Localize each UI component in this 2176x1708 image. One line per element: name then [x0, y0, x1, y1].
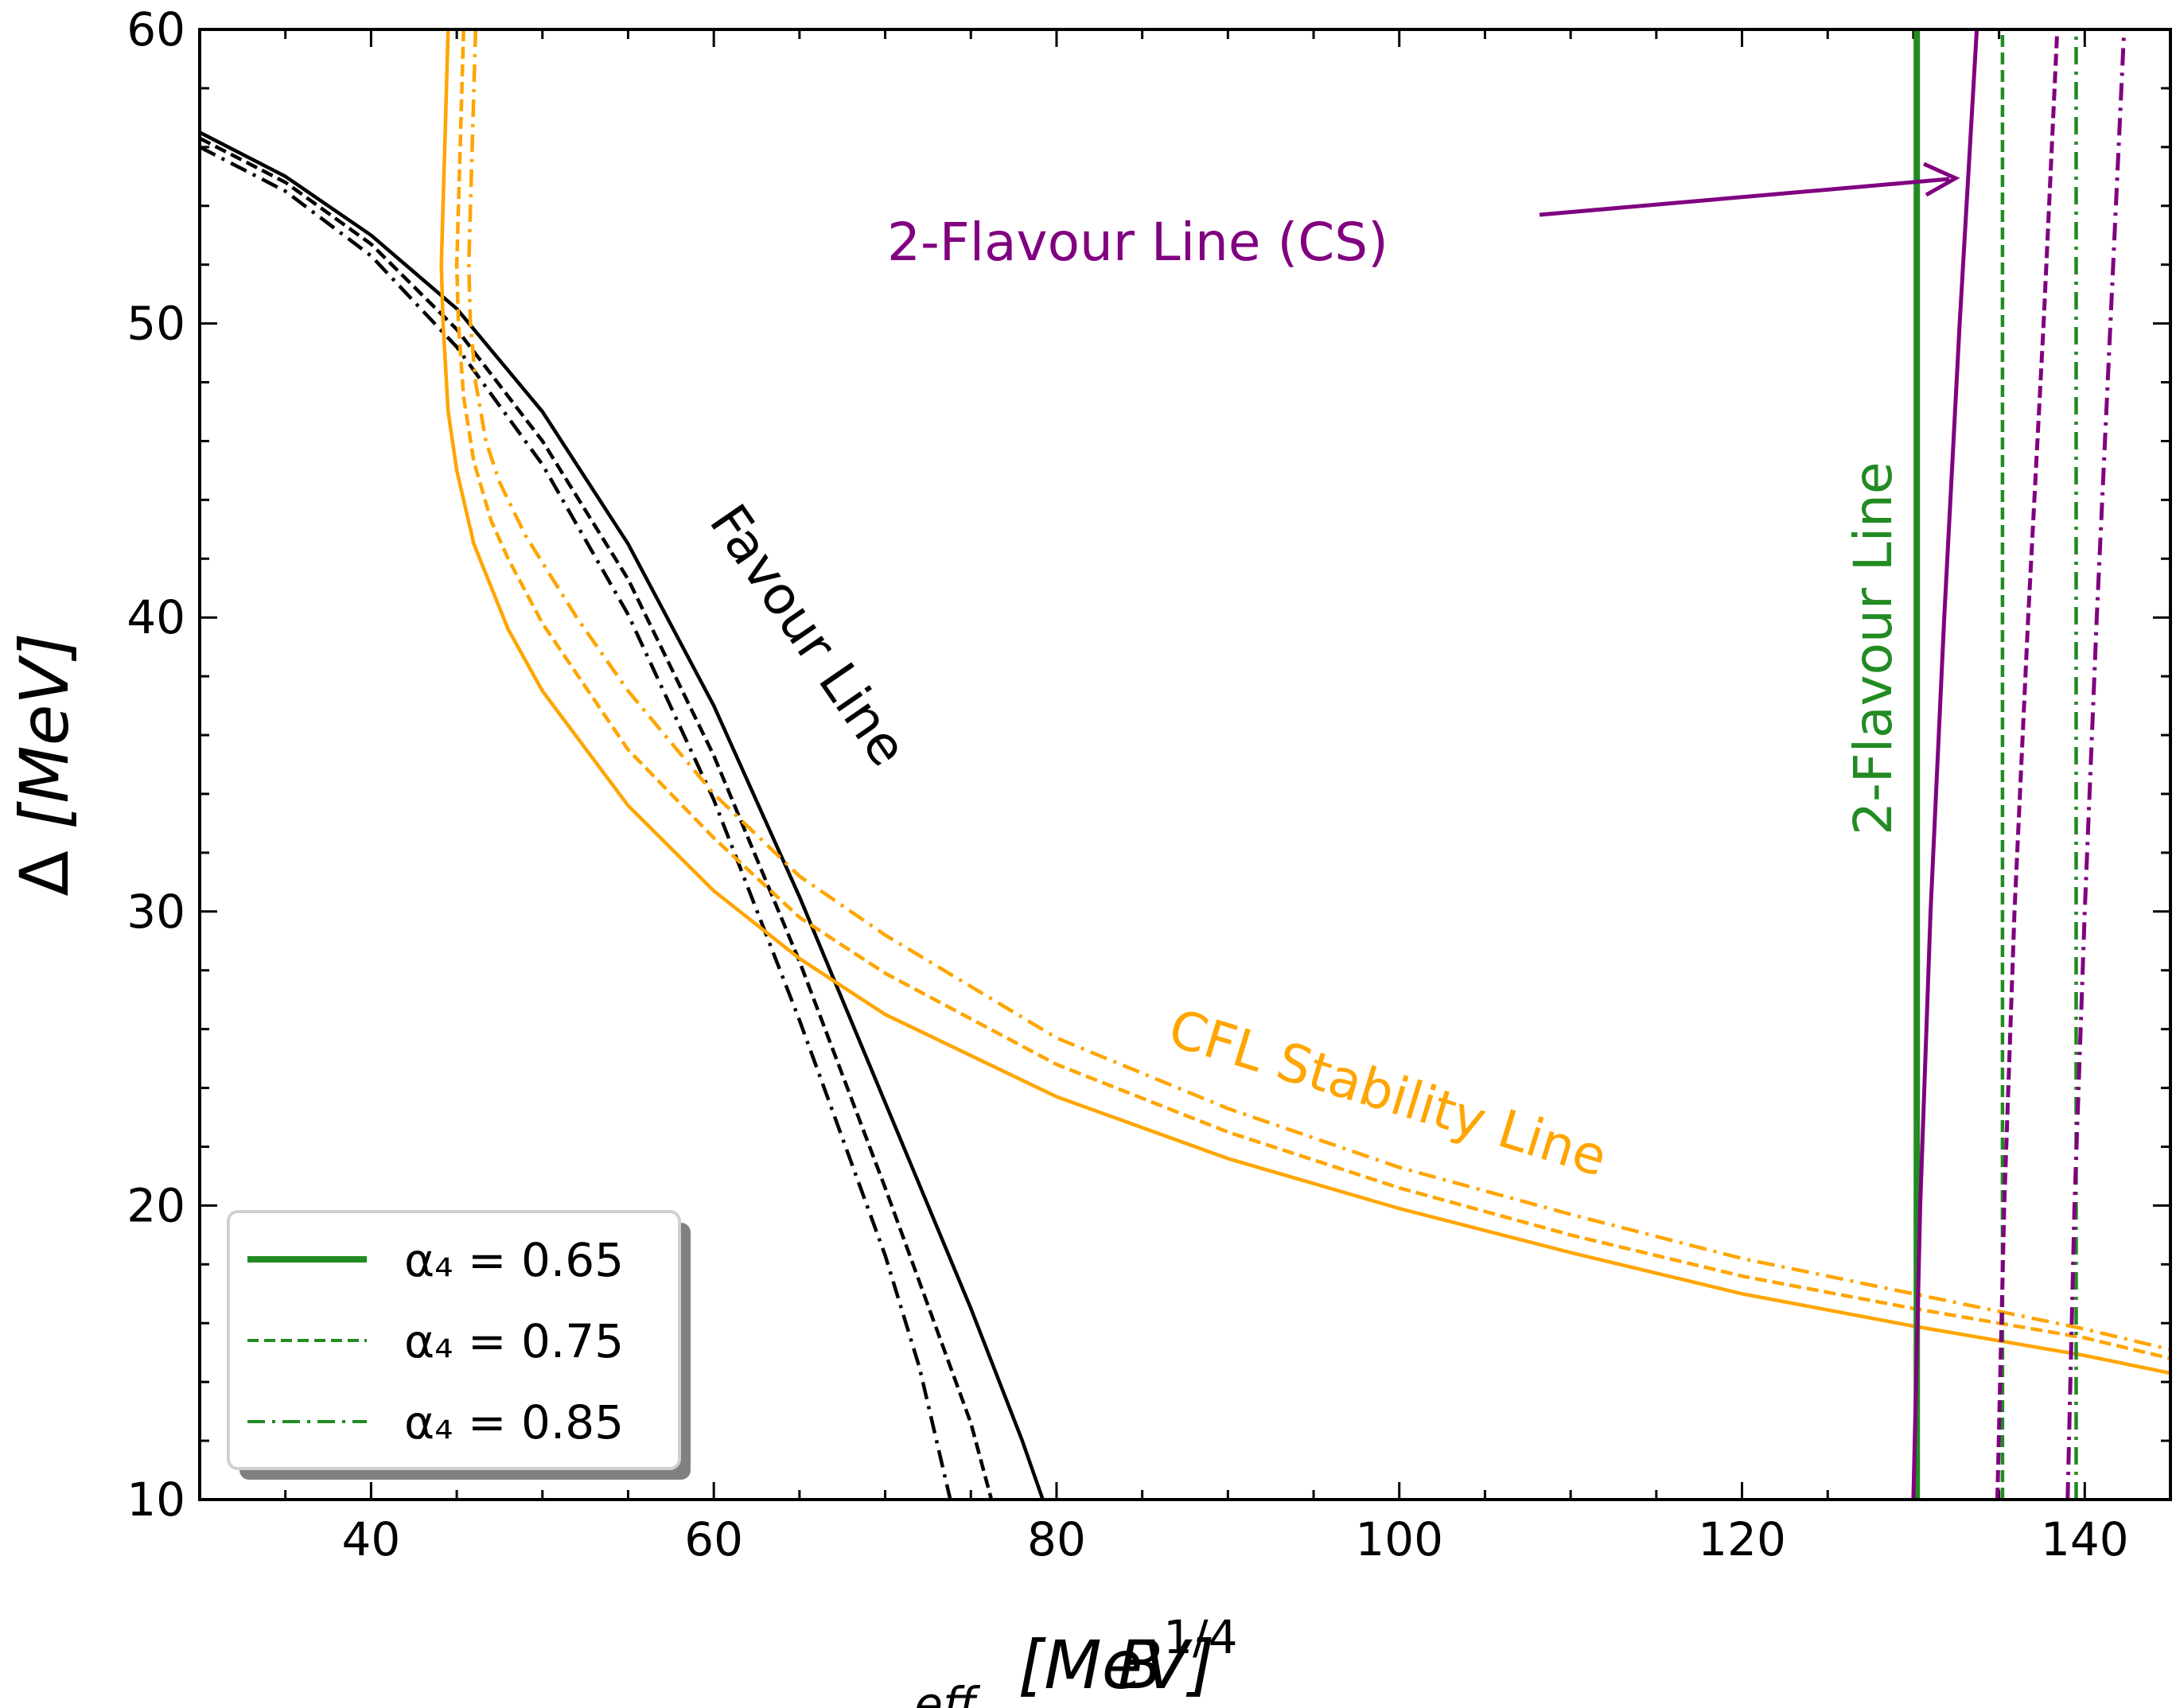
- annotation-arrow-head: [1922, 161, 1960, 197]
- x-tick-label: 100: [1355, 1512, 1443, 1566]
- y-axis-label-delta: Δ: [6, 830, 84, 897]
- plot-frame: [198, 28, 2172, 1501]
- x-tick-label: 60: [684, 1512, 743, 1566]
- y-tick-label: 10: [127, 1473, 185, 1527]
- legend-label: α₄ = 0.85: [404, 1395, 624, 1449]
- x-axis-label-sup: 1/4: [1163, 1610, 1237, 1664]
- legend: α₄ = 0.65 α₄ = 0.75 α₄ = 0.85: [227, 1210, 691, 1480]
- x-axis-label-b: B: [1118, 1626, 1164, 1704]
- x-tick-label: 40: [341, 1512, 400, 1566]
- y-tick-label: 50: [127, 297, 185, 351]
- annotation-arrow: [1539, 161, 1960, 217]
- series-line-two_flavour_cs-dashed: [1995, 29, 2060, 1500]
- x-tick-label: 80: [1027, 1512, 1086, 1566]
- series-line-favour-dashed: [200, 136, 994, 1500]
- y-tick-label: 40: [127, 590, 185, 644]
- tick-labels: 40 60 80 100 120 140 10 20 30 40 50 60: [127, 2, 2128, 1566]
- annotation-arrow-shaft: [1539, 177, 1950, 217]
- y-tick-label: 30: [127, 885, 185, 939]
- legend-label: α₄ = 0.65: [404, 1233, 624, 1287]
- series-line-two_flavour_cs-dashdot: [2065, 29, 2127, 1500]
- series-line-two_flavour_cs-solid: [1911, 29, 1979, 1500]
- y-axis-label: Δ [MeV]: [6, 632, 84, 896]
- y-axis-label-unit: [MeV]: [6, 632, 84, 829]
- series-line-favour-solid: [200, 130, 1045, 1500]
- legend-label: α₄ = 0.75: [404, 1314, 624, 1368]
- series-line-cfl-dashed: [454, 29, 2170, 1360]
- series-line-favour-dashdot: [200, 145, 952, 1500]
- y-tick-label: 20: [127, 1178, 185, 1232]
- x-tick-label: 140: [2041, 1512, 2129, 1566]
- annotation-two-flavour-cs-line: 2-Flavour Line (CS): [887, 212, 1388, 273]
- y-tick-label: 60: [127, 2, 185, 56]
- annotation-two-flavour-line: 2-Flavour Line: [1843, 462, 1904, 835]
- series-line-cfl-solid: [439, 29, 2170, 1375]
- legend-box: [227, 1210, 681, 1470]
- x-axis-label: B1/4 eff [MeV]: [914, 1610, 1237, 1708]
- series-group: [200, 29, 2170, 1500]
- x-tick-label: 120: [1698, 1512, 1786, 1566]
- x-axis-label-sub: eff: [914, 1677, 981, 1708]
- x-axis-label-unit: [MeV]: [997, 1626, 1215, 1704]
